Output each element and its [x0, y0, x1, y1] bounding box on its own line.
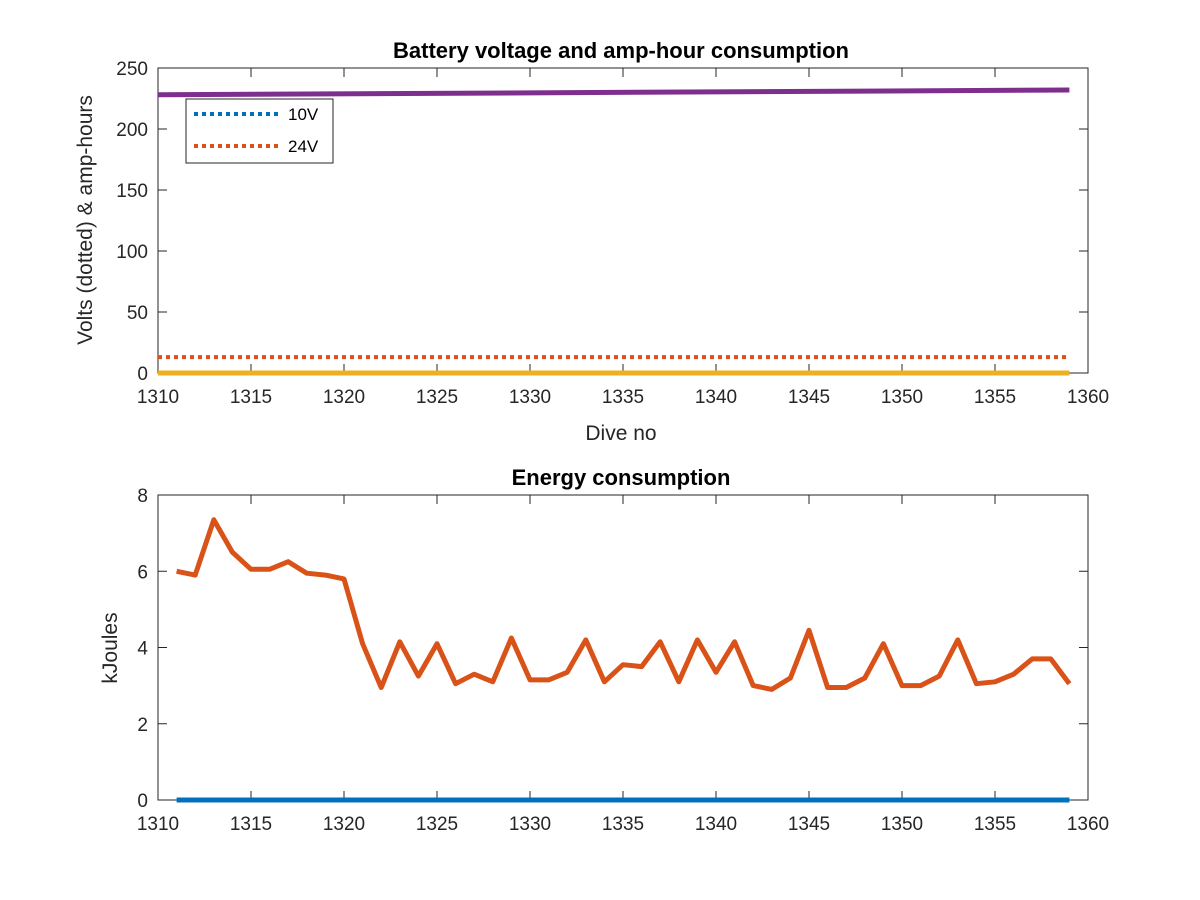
energy-xtick-label: 1325 — [416, 814, 458, 835]
energy-xtick-label: 1310 — [137, 814, 179, 835]
legend-label-10v: 10V — [288, 105, 319, 124]
battery-ytick-label: 200 — [116, 120, 148, 141]
legend-label-24v: 24V — [288, 137, 319, 156]
battery-ytick-label: 50 — [127, 303, 148, 324]
battery-ytick-label: 100 — [116, 242, 148, 263]
chart-energy: Energy consumption 0 2 4 6 8 1310 1315 1320 132… — [99, 465, 1109, 835]
energy-ytick-label: 0 — [137, 791, 148, 812]
energy-ytick-label: 8 — [137, 486, 148, 507]
battery-ytick-label: 150 — [116, 181, 148, 202]
battery-xtick-label: 1330 — [509, 387, 551, 408]
battery-xtick-label: 1345 — [788, 387, 830, 408]
legend-box — [185, 98, 334, 164]
chart-battery-xlabel: Dive no — [585, 422, 656, 445]
energy-series-line-1 — [176, 517, 1072, 692]
energy-xtick-label: 1320 — [323, 814, 365, 835]
energy-xtick-label: 1360 — [1067, 814, 1109, 835]
chart-battery-legend: 10V 24V — [185, 98, 334, 164]
battery-xtick-label: 1310 — [137, 387, 179, 408]
energy-xtick-label: 1340 — [695, 814, 737, 835]
chart-energy-y-ticks: 0 2 4 6 8 — [137, 486, 1088, 812]
chart-battery: Battery voltage and amp-hour consumption… — [74, 38, 1109, 445]
chart-battery-y-ticks: 0 50 100 150 200 250 — [116, 59, 1088, 385]
chart-battery-title: Battery voltage and amp-hour consumption — [393, 38, 849, 63]
battery-xtick-label: 1355 — [974, 387, 1016, 408]
chart-battery-series — [157, 87, 1070, 376]
battery-xtick-label: 1340 — [695, 387, 737, 408]
energy-xtick-label: 1330 — [509, 814, 551, 835]
energy-xtick-label: 1355 — [974, 814, 1016, 835]
energy-xtick-label: 1315 — [230, 814, 272, 835]
energy-ytick-label: 4 — [137, 639, 148, 660]
battery-series-line-3 — [157, 87, 1070, 98]
chart-energy-series — [176, 517, 1072, 803]
energy-xtick-label: 1345 — [788, 814, 830, 835]
chart-energy-x-ticks: 1310 1315 1320 1325 1330 1335 1340 1345 1350 1355… — [137, 495, 1109, 835]
battery-ytick-label: 0 — [137, 364, 148, 385]
energy-xtick-label: 1335 — [602, 814, 644, 835]
battery-xtick-label: 1320 — [323, 387, 365, 408]
chart-battery-x-ticks: 1310 1315 1320 1325 1330 1335 1340 1345 1350 1355… — [137, 68, 1109, 408]
battery-xtick-label: 1360 — [1067, 387, 1109, 408]
chart-energy-title: Energy consumption — [512, 465, 731, 490]
energy-ytick-label: 2 — [137, 715, 148, 736]
battery-xtick-label: 1335 — [602, 387, 644, 408]
energy-xtick-label: 1350 — [881, 814, 923, 835]
chart-energy-ylabel: kJoules — [99, 612, 122, 683]
battery-xtick-label: 1325 — [416, 387, 458, 408]
battery-ytick-label: 250 — [116, 59, 148, 80]
chart-energy-axes — [157, 494, 1089, 801]
battery-xtick-label: 1315 — [230, 387, 272, 408]
chart-battery-ylabel: Volts (dotted) & amp-hours — [74, 95, 97, 345]
battery-xtick-label: 1350 — [881, 387, 923, 408]
energy-ytick-label: 6 — [137, 562, 148, 583]
